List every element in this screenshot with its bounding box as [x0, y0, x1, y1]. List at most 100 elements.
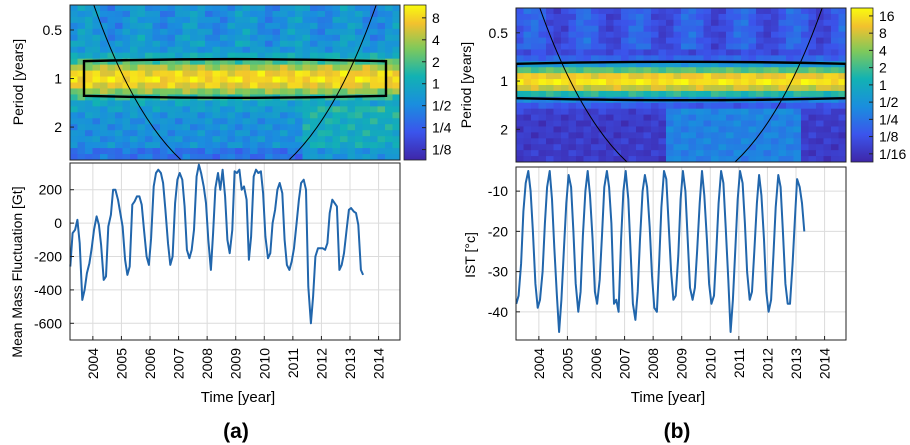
power-cell [122, 28, 131, 36]
power-cell [235, 112, 244, 119]
power-cell [606, 138, 615, 145]
power-cell [265, 10, 274, 18]
power-cell [576, 79, 585, 86]
power-cell [568, 126, 577, 133]
power-cell [733, 37, 742, 45]
power-cell [107, 10, 116, 18]
power-cell [733, 85, 742, 92]
power-cell [793, 31, 802, 39]
power-cell [816, 120, 825, 128]
power-cell [568, 150, 577, 157]
power-cell [598, 79, 607, 86]
power-cell [85, 5, 94, 12]
power-cell [167, 76, 176, 84]
power-cell [130, 142, 139, 149]
power-cell [107, 22, 116, 30]
power-cell [182, 76, 191, 84]
power-cell [613, 108, 622, 116]
power-cell [613, 13, 622, 21]
power-cell [340, 34, 349, 42]
power-cell [340, 148, 349, 155]
power-cell [265, 82, 274, 90]
power-cell [175, 154, 184, 160]
power-cell [726, 73, 735, 80]
power-cell [250, 130, 259, 137]
power-cell [576, 120, 585, 128]
power-cell [190, 136, 199, 143]
power-cell [831, 19, 840, 27]
power-cell [85, 70, 94, 78]
power-cell [220, 10, 229, 18]
power-cell [235, 34, 244, 42]
power-cell [250, 58, 259, 66]
power-cell [227, 112, 236, 119]
power-cell [561, 55, 570, 62]
power-cell [160, 136, 169, 143]
power-cell [272, 142, 281, 149]
power-cell [748, 126, 757, 133]
power-cell [658, 132, 667, 139]
power-cell [70, 76, 79, 84]
power-cell [392, 118, 400, 125]
power-cell [523, 96, 532, 104]
power-cell [703, 67, 712, 74]
power-cell [583, 144, 592, 151]
power-cell [190, 154, 199, 160]
power-cell [302, 100, 311, 107]
power-cell [85, 10, 94, 18]
power-cell [688, 120, 697, 128]
power-cell [681, 85, 690, 92]
power-cell [553, 31, 562, 39]
power-cell [711, 108, 720, 116]
power-cell [70, 94, 79, 101]
power-cell [741, 138, 750, 145]
power-cell [741, 144, 750, 151]
power-cell [190, 58, 199, 66]
power-cell [85, 34, 94, 42]
power-cell [576, 126, 585, 133]
power-cell [741, 37, 750, 45]
power-cell [257, 64, 266, 72]
power-cell [778, 120, 787, 128]
power-cell [212, 76, 221, 84]
power-cell [531, 8, 540, 15]
power-cell [816, 90, 825, 98]
power-cell [370, 88, 379, 96]
power-cell [666, 156, 675, 162]
power-cell [235, 148, 244, 155]
power-cell [681, 8, 690, 15]
power-cell [733, 49, 742, 56]
power-cell [606, 126, 615, 133]
power-cell [115, 40, 124, 48]
power-cell [711, 37, 720, 45]
power-cell [583, 90, 592, 98]
power-cell [651, 19, 660, 27]
power-cell [362, 94, 371, 101]
power-cell [718, 61, 727, 68]
power-cell [711, 55, 720, 62]
power-cell [332, 124, 341, 131]
power-cell [272, 16, 281, 24]
power-cell [628, 156, 637, 162]
power-cell [658, 67, 667, 74]
power-cell [613, 49, 622, 56]
power-cell [793, 19, 802, 27]
power-cell [733, 138, 742, 145]
power-cell [523, 31, 532, 39]
power-cell [362, 136, 371, 143]
power-cell [107, 142, 116, 149]
power-cell [621, 156, 630, 162]
power-cell [606, 120, 615, 128]
power-cell [598, 73, 607, 80]
power-cell [392, 22, 400, 30]
power-cell [778, 79, 787, 86]
power-cell [673, 43, 682, 51]
power-cell [538, 31, 547, 39]
power-cell [160, 76, 169, 84]
power-cell [107, 148, 116, 155]
power-cell [636, 144, 645, 151]
power-cell [70, 10, 79, 18]
power-cell [763, 108, 772, 116]
power-cell [197, 5, 206, 12]
power-cell [763, 138, 772, 145]
